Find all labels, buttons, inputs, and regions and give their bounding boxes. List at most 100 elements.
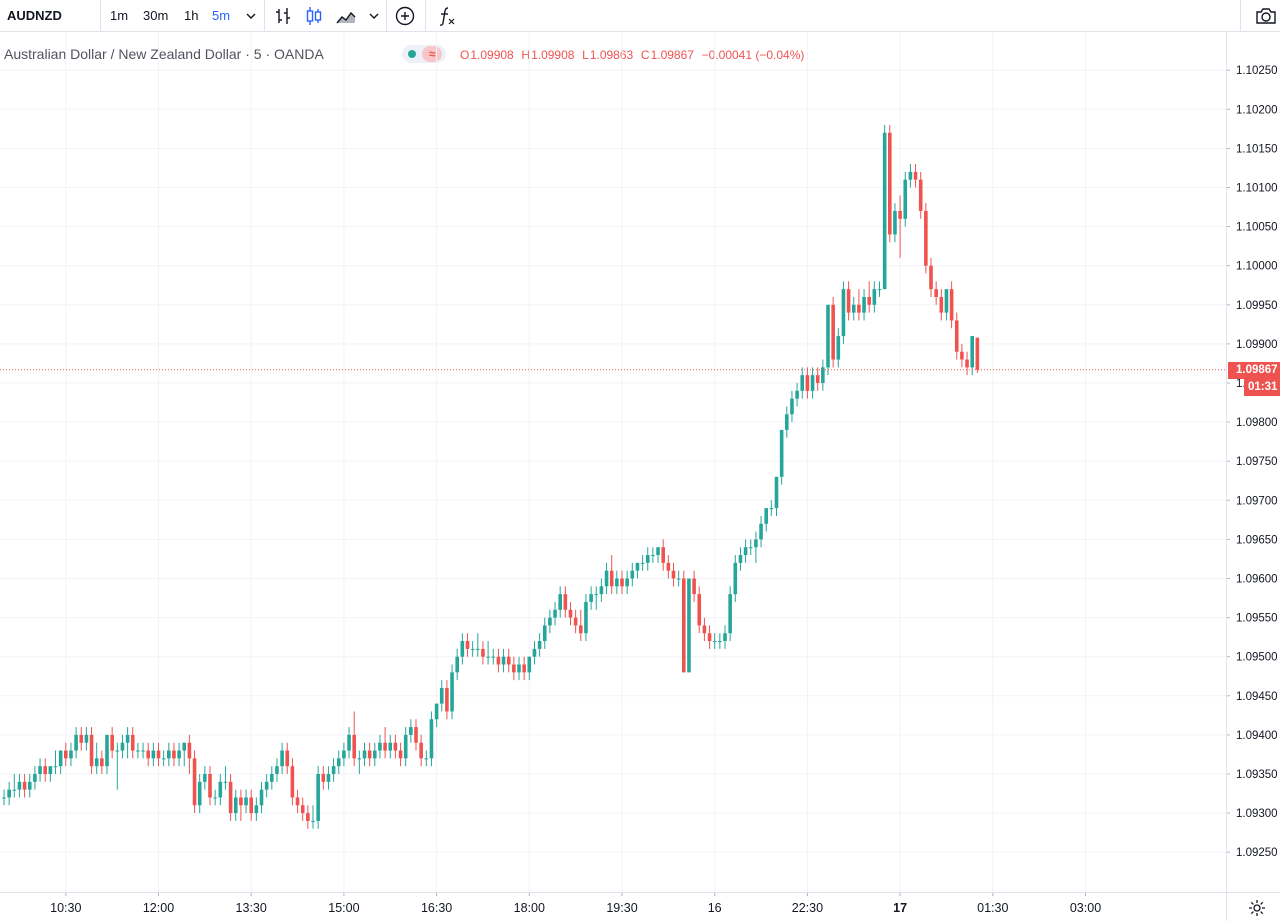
candle-body[interactable] (522, 664, 526, 673)
candle-body[interactable] (733, 562, 738, 595)
candle-body[interactable] (615, 578, 619, 587)
candle-body[interactable] (620, 578, 624, 587)
candle-body[interactable] (414, 727, 418, 743)
candle-body[interactable] (419, 742, 423, 759)
candle-body[interactable] (213, 797, 217, 799)
chevron-down-icon[interactable] (239, 4, 263, 28)
candle-body[interactable] (960, 351, 964, 360)
add-indicator-icon[interactable] (393, 4, 417, 28)
candle-body[interactable] (22, 781, 27, 790)
candle-body[interactable] (130, 734, 135, 751)
candle-body[interactable] (661, 547, 665, 563)
candle-body[interactable] (79, 734, 84, 743)
candle-body[interactable] (151, 750, 156, 759)
candle-body[interactable] (496, 656, 501, 665)
candle-body[interactable] (645, 555, 650, 563)
candle-body[interactable] (2, 797, 6, 799)
candle-body[interactable] (599, 586, 604, 595)
candle-body[interactable] (764, 508, 768, 524)
candle-body[interactable] (445, 687, 449, 712)
candle-body[interactable] (635, 562, 640, 571)
candle-body[interactable] (187, 742, 192, 759)
candle-body[interactable] (501, 656, 506, 665)
candle-body[interactable] (465, 641, 470, 649)
candle-body[interactable] (43, 766, 47, 774)
candle-body[interactable] (275, 766, 279, 774)
candle-body[interactable] (954, 320, 959, 352)
area-chart-icon[interactable] (334, 4, 358, 28)
interval-30m-button[interactable]: 30m (143, 8, 169, 23)
candle-body[interactable] (512, 664, 516, 673)
candle-body[interactable] (233, 797, 238, 814)
candle-body[interactable] (965, 359, 969, 368)
candle-body[interactable] (347, 734, 351, 751)
candle-body[interactable] (532, 648, 537, 657)
candle-body[interactable] (748, 547, 753, 549)
candle-body[interactable] (290, 766, 295, 798)
candle-body[interactable] (851, 304, 856, 313)
candle-body[interactable] (584, 601, 588, 634)
symbol-search-button[interactable]: AUDNZD (7, 8, 62, 23)
candle-body[interactable] (306, 813, 310, 821)
candle-body[interactable] (553, 609, 557, 618)
candle-body[interactable] (857, 304, 861, 313)
candle-body[interactable] (136, 750, 140, 752)
candle-body[interactable] (810, 375, 815, 391)
candle-body[interactable] (589, 594, 593, 602)
candle-body[interactable] (378, 742, 382, 751)
candle-body[interactable] (27, 781, 32, 790)
candle-body[interactable] (594, 594, 599, 596)
candle-body[interactable] (476, 648, 480, 650)
candle-body[interactable] (862, 296, 866, 313)
candle-body[interactable] (481, 648, 485, 657)
candle-body[interactable] (774, 476, 779, 509)
candle-body[interactable] (409, 727, 413, 735)
candle-body[interactable] (651, 555, 655, 557)
candle-body[interactable] (105, 734, 109, 767)
candle-body[interactable] (460, 641, 465, 657)
candle-body[interactable] (172, 750, 176, 759)
candle-body[interactable] (723, 633, 727, 642)
candle-body[interactable] (682, 578, 686, 673)
candle-body[interactable] (542, 625, 547, 642)
candle-body[interactable] (888, 132, 892, 235)
candle-body[interactable] (702, 625, 707, 634)
candle-body[interactable] (228, 781, 233, 814)
candle-body[interactable] (918, 179, 923, 211)
candle-body[interactable] (223, 781, 228, 783)
candle-body[interactable] (120, 742, 125, 751)
candle-body[interactable] (331, 766, 336, 774)
candle-body[interactable] (671, 570, 676, 579)
candle-body[interactable] (388, 742, 393, 751)
candle-body[interactable] (712, 641, 717, 643)
candle-body[interactable] (429, 719, 434, 759)
candle-body[interactable] (609, 570, 614, 587)
candle-body[interactable] (280, 750, 284, 767)
candle-body[interactable] (841, 289, 846, 337)
candle-body[interactable] (12, 789, 17, 791)
candle-body[interactable] (548, 617, 552, 626)
candlestick-icon[interactable] (302, 4, 326, 28)
candle-body[interactable] (759, 523, 763, 540)
gear-icon[interactable] (1247, 898, 1267, 918)
candle-body[interactable] (321, 774, 326, 782)
candle-body[interactable] (656, 547, 660, 556)
candle-body[interactable] (491, 656, 496, 658)
candle-body[interactable] (367, 750, 372, 759)
candle-body[interactable] (326, 774, 331, 782)
candle-body[interactable] (800, 375, 805, 391)
candle-body[interactable] (470, 648, 475, 650)
candle-body[interactable] (949, 289, 954, 321)
candle-body[interactable] (517, 664, 521, 673)
candle-body[interactable] (944, 289, 949, 313)
candle-body[interactable] (975, 337, 980, 370)
candle-body[interactable] (908, 171, 913, 180)
candle-body[interactable] (100, 758, 104, 767)
candle-body[interactable] (89, 734, 94, 767)
candle-body[interactable] (640, 562, 645, 564)
candle-body[interactable] (893, 210, 897, 235)
candle-body[interactable] (687, 578, 691, 673)
candle-body[interactable] (270, 774, 274, 782)
candle-body[interactable] (141, 750, 145, 752)
candle-body[interactable] (934, 289, 938, 297)
